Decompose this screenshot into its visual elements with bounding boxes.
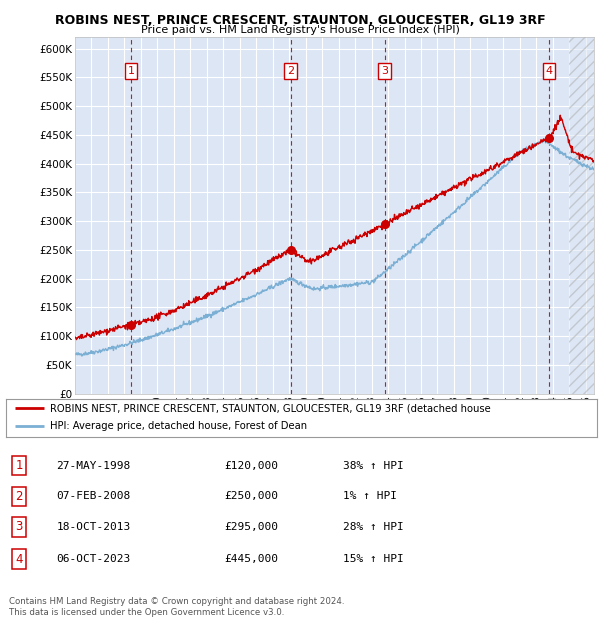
Text: 4: 4: [545, 66, 553, 76]
Text: 06-OCT-2023: 06-OCT-2023: [56, 554, 130, 564]
Text: Contains HM Land Registry data © Crown copyright and database right 2024.
This d: Contains HM Land Registry data © Crown c…: [9, 598, 344, 617]
Text: £250,000: £250,000: [224, 491, 278, 502]
Text: 2: 2: [15, 490, 23, 503]
Text: 2: 2: [287, 66, 294, 76]
Text: £445,000: £445,000: [224, 554, 278, 564]
Text: 07-FEB-2008: 07-FEB-2008: [56, 491, 130, 502]
Text: ROBINS NEST, PRINCE CRESCENT, STAUNTON, GLOUCESTER, GL19 3RF (detached house: ROBINS NEST, PRINCE CRESCENT, STAUNTON, …: [50, 403, 491, 414]
Text: 1% ↑ HPI: 1% ↑ HPI: [343, 491, 397, 502]
Bar: [569, 37, 594, 394]
Text: 27-MAY-1998: 27-MAY-1998: [56, 461, 130, 471]
Text: 1: 1: [15, 459, 23, 472]
Text: 3: 3: [16, 521, 23, 533]
Text: 38% ↑ HPI: 38% ↑ HPI: [343, 461, 404, 471]
Text: 3: 3: [381, 66, 388, 76]
Text: HPI: Average price, detached house, Forest of Dean: HPI: Average price, detached house, Fore…: [50, 422, 307, 432]
Bar: [569, 37, 594, 394]
Text: 28% ↑ HPI: 28% ↑ HPI: [343, 522, 404, 532]
Text: 15% ↑ HPI: 15% ↑ HPI: [343, 554, 404, 564]
Text: £295,000: £295,000: [224, 522, 278, 532]
Text: 1: 1: [128, 66, 134, 76]
Text: £120,000: £120,000: [224, 461, 278, 471]
Text: Price paid vs. HM Land Registry's House Price Index (HPI): Price paid vs. HM Land Registry's House …: [140, 25, 460, 35]
Text: ROBINS NEST, PRINCE CRESCENT, STAUNTON, GLOUCESTER, GL19 3RF: ROBINS NEST, PRINCE CRESCENT, STAUNTON, …: [55, 14, 545, 27]
Text: 18-OCT-2013: 18-OCT-2013: [56, 522, 130, 532]
Text: 4: 4: [15, 552, 23, 565]
